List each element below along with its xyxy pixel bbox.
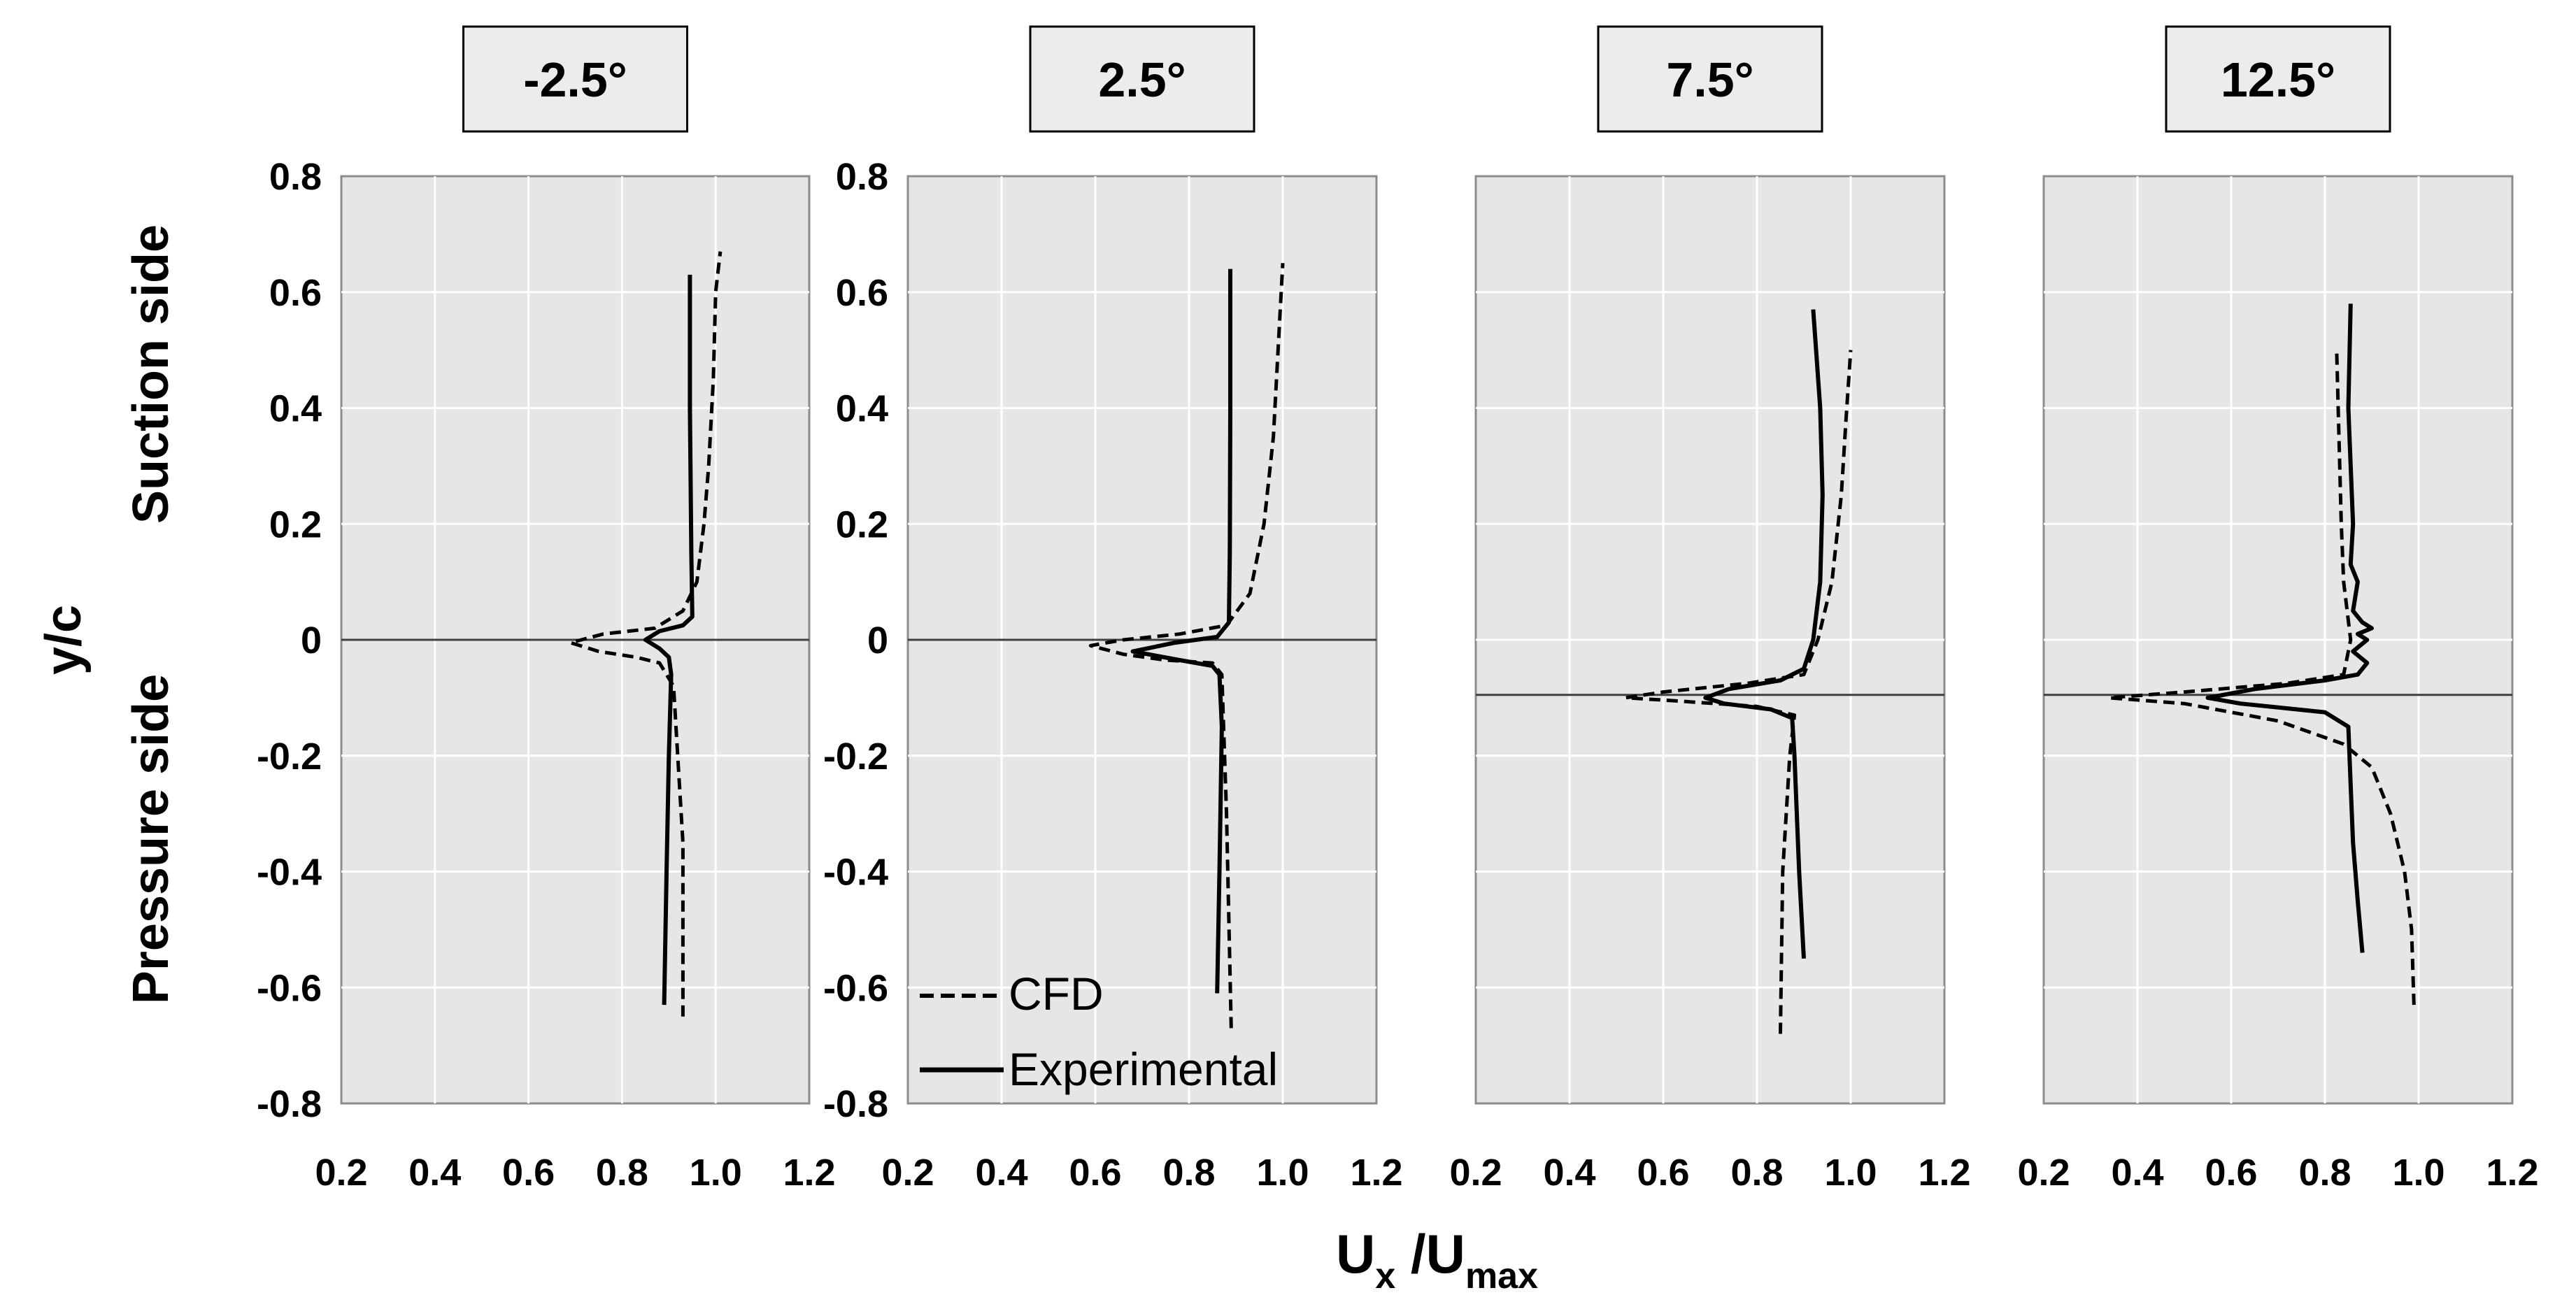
y-tick-label: -0.6 [823,967,888,1009]
y-tick-label: 0.2 [269,503,322,545]
chart-panel-1: -2.5° 0.2 0.4 0.6 0.8 1.0 1.2 0.8 0.6 0.4 0.2 0 -0.2… [257,25,836,1194]
experimental-series-line [1703,309,1825,959]
experimental-series-line [2205,303,2374,953]
x-tick-label: 1.2 [1350,1152,1402,1194]
y-tick-label: -0.6 [257,967,322,1009]
x-tick-label: 0.2 [881,1152,934,1194]
x-tick-label: 1.0 [1824,1152,1877,1194]
x-tick-label: 0.6 [1637,1152,1689,1194]
panel-title-box [1597,25,1823,133]
chart-panel-3: 7.5° 0.2 0.4 0.6 0.8 1.0 1.2 [1449,25,1971,1194]
y-tick-label: -0.2 [823,736,888,778]
x-tick-label: 0.4 [2111,1152,2163,1194]
x-tick-label: 1.2 [1918,1152,1970,1194]
y-tick-label: -0.4 [823,852,888,894]
y-tick-label: -0.8 [823,1083,888,1125]
x-tick-label: 0.4 [408,1152,461,1194]
x-tick-label: 0.6 [2205,1152,2257,1194]
pressure-side-label: Pressure side [123,674,179,1004]
x-axis-title-sep: /U [1395,1223,1465,1285]
x-tick-label: 0.6 [1069,1152,1121,1194]
x-tick-label: 0.6 [502,1152,555,1194]
x-tick-label: 0.4 [975,1152,1027,1194]
x-tick-label: 0.4 [1543,1152,1595,1194]
y-axis-title: y/c [36,605,92,675]
legend-cfd-label: CFD [1009,968,1104,1020]
x-tick-label: 0.8 [596,1152,648,1194]
cfd-series-line [569,251,723,1017]
y-tick-label: 0.8 [836,156,888,198]
x-tick-label: 0.2 [1449,1152,1502,1194]
y-tick-label: -0.8 [257,1083,322,1125]
x-tick-label: 1.0 [690,1152,742,1194]
legend: CFD Experimental [920,968,1278,1095]
x-tick-label: 1.2 [2486,1152,2538,1194]
x-tick-label: 1.2 [783,1152,835,1194]
panel-title: 7.5° [1666,52,1753,107]
x-axis-title-sub1: x [1375,1256,1395,1296]
experimental-series-line [643,274,695,1006]
x-tick-label: 1.0 [1256,1152,1309,1194]
y-tick-label: 0.4 [836,388,888,430]
x-axis-title: Ux /Umax [1336,1223,1538,1296]
y-tick-label: 0.4 [269,388,322,430]
y-tick-label: 0.8 [269,156,322,198]
y-tick-label: 0.6 [269,272,322,314]
y-tick-label: 0 [301,620,322,661]
legend-exp-label: Experimental [1009,1043,1278,1095]
cfd-series-line [1623,350,1853,1034]
suction-side-label: Suction side [123,224,179,524]
y-tick-label: 0 [867,620,888,661]
x-tick-label: 0.8 [1162,1152,1215,1194]
panel-title: 2.5° [1098,52,1186,107]
x-tick-label: 1.0 [2392,1152,2445,1194]
y-tick-label: -0.4 [257,852,322,894]
panel-title: -2.5° [523,52,627,107]
y-tick-label: 0.6 [836,272,888,314]
chart-panel-2: 2.5° 0.2 0.4 0.6 0.8 1.0 1.2 0.8 0.6 0.4 0.2 0 -0.2 -… [823,25,1403,1194]
y-tick-label: 0.2 [836,503,888,545]
x-axis-title-main: U [1336,1223,1375,1285]
panel-title-box [1029,25,1255,133]
x-tick-label: 0.2 [315,1152,367,1194]
y-tick-label: -0.2 [257,736,322,778]
x-tick-label: 0.8 [2298,1152,2351,1194]
x-tick-label: 0.2 [2017,1152,2070,1194]
panel-title-box [2165,25,2391,133]
experimental-series-line [1130,269,1232,994]
x-axis-title-sub2: max [1465,1256,1538,1296]
chart-panel-4: 12.5° 0.2 0.4 0.6 0.8 1.0 1.2 [2017,25,2539,1194]
panel-title: 12.5° [2221,52,2335,107]
panel-title-box [462,25,688,133]
x-tick-label: 0.8 [1730,1152,1783,1194]
